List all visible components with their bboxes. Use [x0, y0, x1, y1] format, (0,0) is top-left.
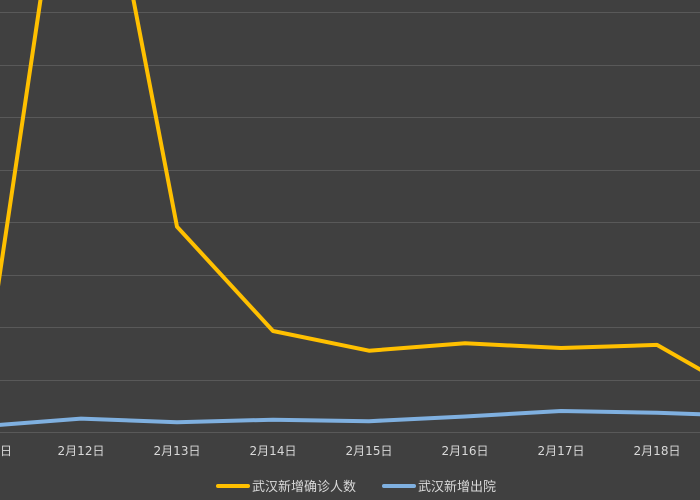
x-tick-label: 2月13日: [154, 444, 201, 458]
x-tick-label: 2月14日: [250, 444, 297, 458]
x-axis-tick-labels: 日 2月12日 2月13日 2月14日 2月15日 2月16日 2月17日 2月18日: [0, 444, 680, 458]
x-tick-label: 2月16日: [442, 444, 489, 458]
x-tick-label: 2月17日: [538, 444, 585, 458]
x-tick-label: 2月18日: [634, 444, 681, 458]
legend-label: 武汉新增出院: [418, 479, 496, 495]
legend-item: 武汉新增确诊人数: [216, 479, 356, 495]
legend: 武汉新增确诊人数 武汉新增出院: [216, 479, 496, 495]
x-tick-label: 2月12日: [58, 444, 105, 458]
legend-label: 武汉新增确诊人数: [252, 479, 356, 495]
series-line-2: [0, 409, 700, 427]
gridlines: [0, 12, 700, 433]
series-line-1: [0, 0, 700, 372]
legend-item: 武汉新增出院: [382, 479, 496, 495]
x-tick-label: 日: [0, 444, 12, 458]
x-tick-label: 2月15日: [346, 444, 393, 458]
series-layer: [0, 0, 700, 427]
